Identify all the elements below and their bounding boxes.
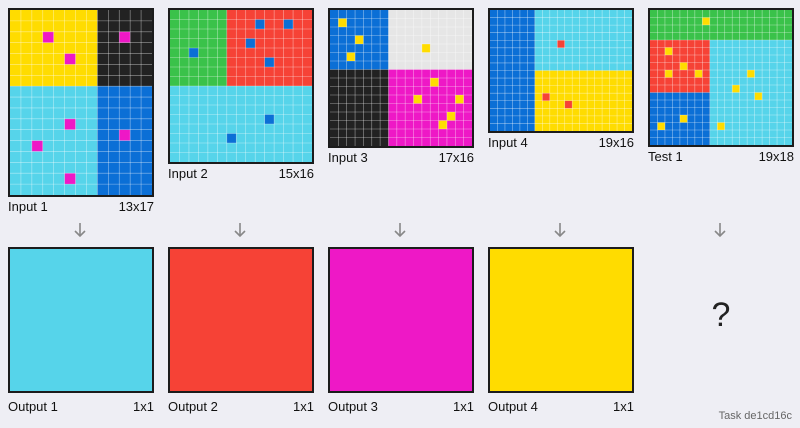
input-label: Test 1 [648,149,683,164]
cell-blue [283,19,294,29]
down-arrow-icon [233,222,247,240]
cell-yellow [346,52,356,61]
grid-lines [650,10,792,145]
cell-magenta [64,53,76,65]
cell-blue [245,38,256,48]
unknown-output-question-mark: ? [711,296,731,334]
cell-yellow [438,120,447,129]
cell-yellow [717,122,725,130]
input-caption-2: Input 2 15x16 [168,166,314,181]
input-caption-4: Input 4 19x16 [488,135,634,150]
cell-yellow [664,70,673,78]
input-size: 19x16 [598,135,634,150]
input-grid-2 [168,8,314,164]
cell-yellow [455,95,464,104]
down-arrow-icon [713,222,727,240]
cell-red [542,93,550,101]
output-caption-1: Output 1 1x1 [8,399,154,414]
down-arrow-icon [553,222,567,240]
input-caption-1: Input 1 13x17 [8,199,154,214]
output-grid-1 [8,247,154,393]
input-label: Input 3 [328,150,368,165]
output-size: 1x1 [133,399,154,414]
output-caption-3: Output 3 1x1 [328,399,474,414]
output-size: 1x1 [293,399,314,414]
cell-yellow [657,122,665,130]
cell-yellow [679,62,688,70]
cell-blue [264,57,275,67]
cell-yellow [679,115,688,123]
cell-magenta [64,173,76,185]
cell-red [564,100,573,109]
cell-magenta [119,31,131,43]
output-label: Output 4 [488,399,538,414]
cell-red [557,40,565,48]
cell-blue [188,48,199,58]
input-size: 13x17 [118,199,154,214]
cell-blue [264,114,275,124]
output-caption-2: Output 2 1x1 [168,399,314,414]
output-size: 1x1 [613,399,634,414]
cell-yellow [338,18,347,27]
cell-magenta [64,118,76,130]
task-id-label: Task de1cd16c [718,410,792,422]
cell-yellow [702,17,710,25]
cell-yellow [754,92,763,100]
cell-yellow [747,70,755,78]
grid-lines [330,10,472,146]
cell-magenta [42,31,54,43]
grid-lines [490,10,632,131]
input-size: 19x18 [758,149,794,164]
cell-yellow [446,112,456,121]
input-label: Input 2 [168,166,208,181]
cell-magenta [119,129,131,141]
input-grid-1 [8,8,154,197]
cell-magenta [31,140,43,152]
input-grid-4 [488,8,634,133]
region-black [97,10,152,87]
cell-yellow [664,47,673,55]
input-size: 15x16 [278,166,314,181]
input-grid-5 [648,8,794,147]
output-grid-2 [168,247,314,393]
output-label: Output 2 [168,399,218,414]
cell-blue [226,133,237,143]
grid-lines [10,10,152,195]
output-grid-3 [328,247,474,393]
cell-blue [255,19,265,29]
grid-lines [170,10,312,162]
cell-yellow [732,85,740,93]
down-arrow-icon [393,222,407,240]
cell-yellow [413,95,422,104]
cell-yellow [355,35,364,44]
input-label: Input 1 [8,199,48,214]
input-label: Input 4 [488,135,528,150]
output-caption-4: Output 4 1x1 [488,399,634,414]
input-caption-3: Input 3 17x16 [328,150,474,165]
output-label: Output 3 [328,399,378,414]
input-grid-3 [328,8,474,148]
output-grid-4 [488,247,634,393]
input-size: 17x16 [438,150,474,165]
cell-yellow [430,78,439,87]
down-arrow-icon [73,222,87,240]
cell-yellow [421,44,431,53]
output-size: 1x1 [453,399,474,414]
cell-yellow [694,70,703,78]
region-black [330,69,389,146]
output-label: Output 1 [8,399,58,414]
input-caption-5: Test 1 19x18 [648,149,794,164]
